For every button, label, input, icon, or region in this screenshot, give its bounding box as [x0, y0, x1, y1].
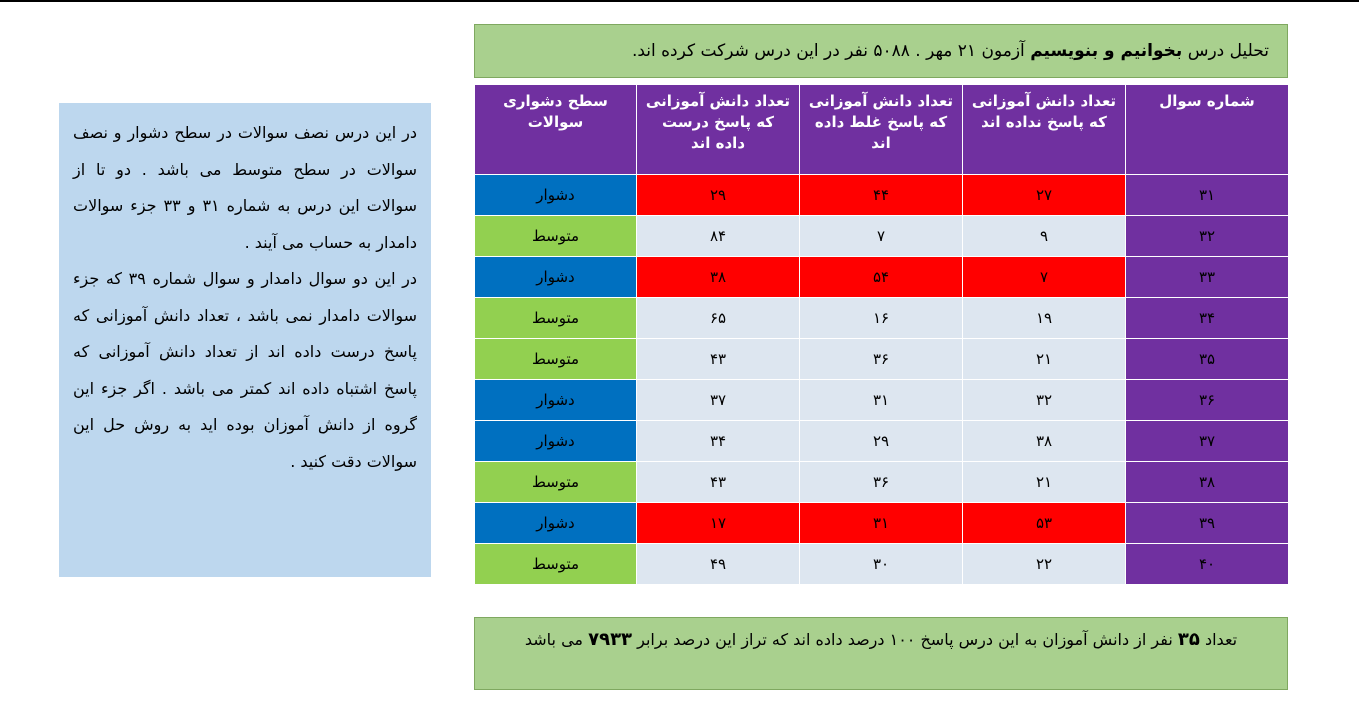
question-number-cell: ۴۰ [1125, 543, 1289, 585]
question-number-cell: ۳۷ [1125, 420, 1289, 462]
correct-count-cell: ۳۸ [636, 256, 800, 298]
table-row: ۳۶ ۳۲ ۳۱ ۳۷ دشوار [474, 379, 1289, 421]
unanswered-count-cell: ۲۱ [962, 338, 1126, 380]
wrong-count-cell: ۲۹ [799, 420, 963, 462]
unanswered-count-cell: ۲۱ [962, 461, 1126, 503]
question-number-cell: ۳۶ [1125, 379, 1289, 421]
table-row: ۴۰ ۲۲ ۳۰ ۴۹ متوسط [474, 543, 1289, 585]
note-paragraph-1: در این درس نصف سوالات در سطح دشوار و نصف… [73, 123, 418, 252]
correct-count-cell: ۴۳ [636, 461, 800, 503]
unanswered-count-cell: ۳۲ [962, 379, 1126, 421]
wrong-count-cell: ۵۴ [799, 256, 963, 298]
difficulty-cell: متوسط [474, 461, 637, 503]
header-suffix: آزمون ۲۱ مهر . ۵۰۸۸ نفر در این درس شرکت … [631, 41, 1025, 61]
correct-count-cell: ۴۹ [636, 543, 800, 585]
table-row: ۳۳ ۷ ۵۴ ۳۸ دشوار [474, 256, 1289, 298]
correct-count-cell: ۴۳ [636, 338, 800, 380]
wrong-count-cell: ۱۶ [799, 297, 963, 339]
question-number-cell: ۳۹ [1125, 502, 1289, 544]
correct-count-cell: ۶۵ [636, 297, 800, 339]
question-number-cell: ۳۲ [1125, 215, 1289, 257]
table-row: ۳۱ ۲۷ ۴۴ ۲۹ دشوار [474, 174, 1289, 216]
footer-suffix: می باشد [524, 630, 583, 649]
analysis-header: تحلیل درس بخوانیم و بنویسیم آزمون ۲۱ مهر… [474, 24, 1288, 78]
table-row: ۳۵ ۲۱ ۳۶ ۴۳ متوسط [474, 338, 1289, 380]
score-value: ۷۹۳۳ [588, 629, 633, 650]
col-correct: تعداد دانش آموزانی که پاسخ درست داده اند [636, 84, 800, 175]
unanswered-count-cell: ۲۷ [962, 174, 1126, 216]
footer-prefix: تعداد [1204, 630, 1238, 649]
unanswered-count-cell: ۱۹ [962, 297, 1126, 339]
question-number-cell: ۳۵ [1125, 338, 1289, 380]
wrong-count-cell: ۳۶ [799, 338, 963, 380]
difficulty-cell: متوسط [474, 543, 637, 585]
unanswered-count-cell: ۷ [962, 256, 1126, 298]
difficulty-cell: متوسط [474, 215, 637, 257]
header-prefix: تحلیل درس [1187, 41, 1269, 61]
question-number-cell: ۳۸ [1125, 461, 1289, 503]
difficulty-cell: دشوار [474, 420, 637, 462]
table-row: ۳۷ ۳۸ ۲۹ ۳۴ دشوار [474, 420, 1289, 462]
wrong-count-cell: ۴۴ [799, 174, 963, 216]
wrong-count-cell: ۳۶ [799, 461, 963, 503]
correct-count-cell: ۸۴ [636, 215, 800, 257]
wrong-count-cell: ۳۰ [799, 543, 963, 585]
correct-count-cell: ۳۴ [636, 420, 800, 462]
col-unanswered: تعداد دانش آموزانی که پاسخ نداده اند [962, 84, 1126, 175]
col-difficulty: سطح دشواری سوالات [474, 84, 637, 175]
correct-count-cell: ۳۷ [636, 379, 800, 421]
question-number-cell: ۳۳ [1125, 256, 1289, 298]
question-number-cell: ۳۴ [1125, 297, 1289, 339]
unanswered-count-cell: ۳۸ [962, 420, 1126, 462]
question-stats-table: شماره سوال تعداد دانش آموزانی که پاسخ ند… [474, 84, 1289, 585]
correct-count-cell: ۲۹ [636, 174, 800, 216]
table-header-row: شماره سوال تعداد دانش آموزانی که پاسخ ند… [474, 84, 1289, 175]
table-row: ۳۸ ۲۱ ۳۶ ۴۳ متوسط [474, 461, 1289, 503]
correct-count-cell: ۱۷ [636, 502, 800, 544]
unanswered-count-cell: ۲۲ [962, 543, 1126, 585]
difficulty-cell: دشوار [474, 256, 637, 298]
analysis-note: در این درس نصف سوالات در سطح دشوار و نصف… [59, 103, 431, 577]
difficulty-cell: دشوار [474, 174, 637, 216]
col-wrong: تعداد دانش آموزانی که پاسخ غلط داده اند [799, 84, 963, 175]
header-subject: بخوانیم و بنویسیم [1030, 41, 1183, 61]
wrong-count-cell: ۳۱ [799, 502, 963, 544]
col-question-number: شماره سوال [1125, 84, 1289, 175]
note-paragraph-2: در این دو سوال دامدار و سوال شماره ۳۹ که… [73, 269, 418, 471]
perfect-score-summary: تعداد ۳۵ نفر از دانش آموزان به این درس پ… [474, 617, 1288, 690]
top-border-line [0, 0, 1359, 2]
table-row: ۳۲ ۹ ۷ ۸۴ متوسط [474, 215, 1289, 257]
difficulty-cell: دشوار [474, 502, 637, 544]
perfect-count: ۳۵ [1177, 629, 1200, 650]
difficulty-cell: دشوار [474, 379, 637, 421]
footer-middle: نفر از دانش آموزان به این درس پاسخ ۱۰۰ د… [637, 630, 1173, 649]
difficulty-cell: متوسط [474, 297, 637, 339]
unanswered-count-cell: ۵۳ [962, 502, 1126, 544]
table-row: ۳۹ ۵۳ ۳۱ ۱۷ دشوار [474, 502, 1289, 544]
difficulty-cell: متوسط [474, 338, 637, 380]
table-row: ۳۴ ۱۹ ۱۶ ۶۵ متوسط [474, 297, 1289, 339]
question-number-cell: ۳۱ [1125, 174, 1289, 216]
wrong-count-cell: ۷ [799, 215, 963, 257]
unanswered-count-cell: ۹ [962, 215, 1126, 257]
wrong-count-cell: ۳۱ [799, 379, 963, 421]
